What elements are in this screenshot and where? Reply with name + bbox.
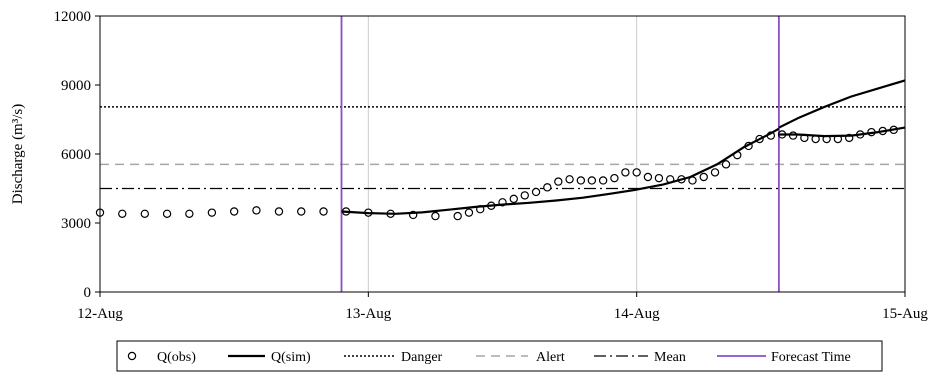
obs-point [543,183,552,192]
obs-point [118,209,127,218]
obs-point [509,194,518,204]
threshold-lines [100,106,905,190]
obs-point [621,168,630,177]
forecast-time-lines [340,16,780,292]
plot-frame [99,15,906,293]
y-tick-label: 6000 [61,147,91,163]
legend-label: Alert [536,350,565,365]
obs-point [721,160,731,169]
grid-lines [99,16,906,292]
legend-label: Forecast Time [771,350,851,365]
x-tick-label: 13-Aug [345,306,391,322]
obs-point [587,176,597,185]
legend-label: Q(obs) [157,350,196,365]
obs-point [464,208,474,217]
obs-point [252,206,261,215]
obs-point [274,207,284,216]
sim-line [778,79,906,129]
obs-point [431,211,440,221]
x-tick-label: 15-Aug [882,306,928,322]
obs-point [297,207,306,216]
obs-point [654,173,664,183]
obs-point [319,207,328,216]
obs-point [229,207,239,216]
y-axis-label: Discharge (m³/s) [10,104,26,204]
sim-line [341,127,780,215]
obs-point [185,209,194,218]
obs-point [162,209,172,218]
legend-label: Mean [654,350,686,365]
legend-label: Danger [401,350,443,365]
obs-point [520,191,529,200]
obs-point [140,209,150,218]
obs-point [610,173,619,183]
obs-point [643,172,653,182]
y-tick-label: 12000 [54,9,92,25]
x-axis-ticks: 12-Aug 13-Aug 14-Aug 15-Aug [77,292,928,322]
x-tick-label: 12-Aug [77,306,123,322]
obs-point [576,176,586,185]
y-tick-label: 9000 [61,78,91,94]
sim-line [778,126,906,138]
y-tick-label: 3000 [61,216,91,232]
obs-point [710,168,720,177]
obs-point [699,172,708,182]
obs-point [554,177,563,186]
obs-point [598,176,608,185]
obs-point [453,211,462,221]
y-axis-ticks: 0 3000 6000 9000 12000 [54,9,100,301]
obs-point [632,168,641,177]
y-tick-label: 0 [84,285,92,301]
series-group [95,79,906,221]
legend: Q(obs) Q(sim) Danger Alert Mean Forecast Time [116,340,883,372]
legend-label: Q(sim) [271,350,311,365]
x-tick-label: 14-Aug [614,306,660,322]
obs-point [207,208,217,217]
obs-point [531,187,541,197]
obs-point [565,175,574,184]
legend-symbol-obs [127,351,137,361]
